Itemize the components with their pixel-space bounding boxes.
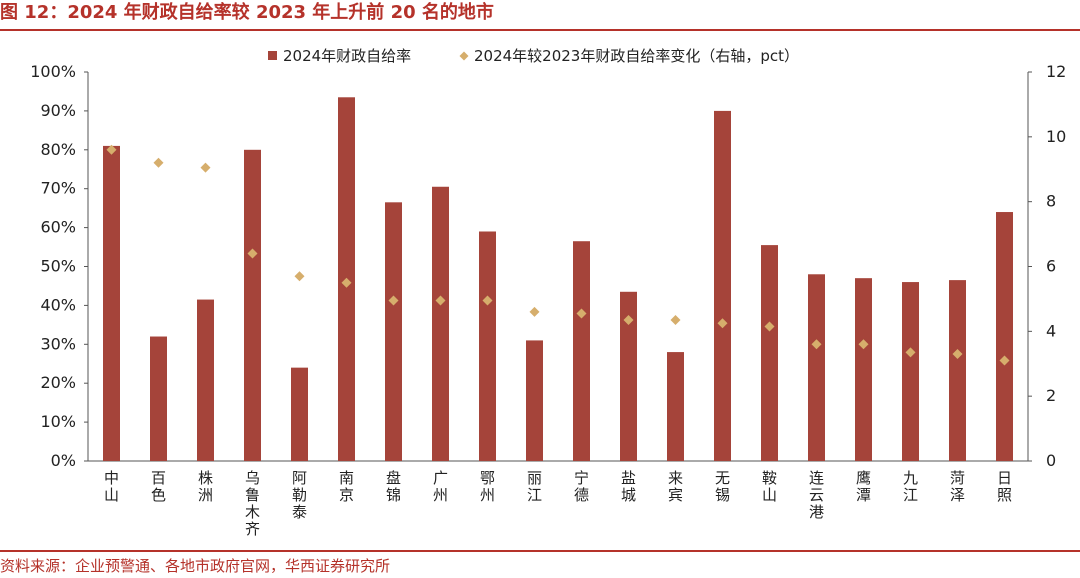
bar — [667, 352, 684, 461]
category-label: 盘锦 — [386, 469, 401, 504]
category-label: 日照 — [997, 469, 1012, 504]
bar — [291, 367, 308, 461]
source-rule — [0, 550, 1080, 552]
change-marker — [106, 144, 117, 155]
left-tick-label: 10% — [40, 412, 76, 431]
right-tick-label: 12 — [1046, 62, 1066, 81]
category-label: 菏泽 — [950, 469, 965, 504]
bar — [526, 340, 543, 461]
bar — [103, 145, 120, 461]
category-label: 南京 — [339, 469, 354, 504]
bar — [949, 280, 966, 461]
bar — [479, 231, 496, 461]
bar — [620, 291, 637, 461]
category-label: 盐城 — [621, 469, 636, 504]
bar — [902, 282, 919, 461]
category-label: 广州 — [433, 469, 448, 504]
right-tick-label: 4 — [1046, 321, 1056, 340]
change-marker — [153, 157, 164, 168]
left-tick-label: 0% — [51, 451, 76, 470]
right-tick-label: 8 — [1046, 192, 1056, 211]
bar — [996, 212, 1013, 461]
figure-title: 图 12：2024 年财政自给率较 2023 年上升前 20 名的地市 — [0, 2, 494, 23]
change-marker — [576, 308, 587, 319]
right-tick-label: 2 — [1046, 386, 1056, 405]
category-label: 来宾 — [668, 469, 683, 504]
legend-marker-swatch — [459, 51, 469, 61]
left-tick-label: 80% — [40, 140, 76, 159]
change-marker — [858, 339, 869, 350]
legend-bar-label: 2024年财政自给率 — [283, 47, 411, 65]
change-marker — [811, 339, 822, 350]
change-marker — [999, 355, 1010, 366]
category-label: 株洲 — [198, 469, 213, 504]
category-label: 连云港 — [809, 469, 824, 521]
right-tick-label: 6 — [1046, 257, 1056, 276]
change-marker — [435, 295, 446, 306]
change-marker — [341, 277, 352, 288]
left-tick-label: 60% — [40, 218, 76, 237]
bar — [385, 202, 402, 461]
category-label: 无锡 — [715, 469, 730, 504]
bar — [573, 241, 590, 461]
change-marker — [247, 248, 258, 259]
legend-bar-swatch — [268, 51, 277, 60]
bar — [855, 278, 872, 461]
change-marker — [717, 318, 728, 329]
category-label: 阿勒泰 — [292, 469, 307, 521]
bar — [150, 336, 167, 461]
bar — [808, 274, 825, 461]
category-label: 丽江 — [527, 469, 542, 504]
right-tick-label: 0 — [1046, 451, 1056, 470]
change-marker — [623, 314, 634, 325]
category-label: 鹰潭 — [856, 469, 871, 504]
left-tick-label: 100% — [30, 62, 76, 81]
bar — [761, 245, 778, 461]
change-marker — [294, 271, 305, 282]
change-marker — [529, 306, 540, 317]
category-label: 百色 — [151, 469, 166, 504]
bar — [197, 299, 214, 461]
change-marker — [482, 295, 493, 306]
category-label: 乌鲁木齐 — [245, 469, 260, 538]
change-marker — [670, 314, 681, 325]
category-label: 中山 — [104, 469, 119, 504]
left-tick-label: 70% — [40, 179, 76, 198]
legend-marker-label: 2024年较2023年财政自给率变化（右轴，pct） — [474, 47, 799, 65]
category-label: 九江 — [903, 469, 918, 504]
bar — [432, 186, 449, 461]
chart: 0% 10% 20% 30% 40% 50% 60% 70% 80% 90% 100% 0 2 4 6 8 10… — [30, 47, 1066, 538]
category-label: 鄂州 — [480, 469, 495, 504]
change-marker — [905, 347, 916, 358]
right-tick-label: 10 — [1046, 127, 1066, 146]
change-marker — [200, 162, 211, 173]
bar — [714, 110, 731, 462]
category-label: 鞍山 — [762, 469, 777, 504]
change-marker — [388, 295, 399, 306]
left-tick-label: 20% — [40, 373, 76, 392]
left-tick-label: 40% — [40, 295, 76, 314]
bar — [244, 149, 261, 462]
source-note: 资料来源：企业预警通、各地市政府官网，华西证券研究所 — [0, 557, 391, 575]
change-marker — [764, 321, 775, 332]
left-tick-label: 30% — [40, 334, 76, 353]
category-label: 宁德 — [574, 469, 589, 504]
left-tick-label: 90% — [40, 101, 76, 120]
title-rule — [0, 29, 1080, 31]
change-marker — [952, 349, 963, 360]
left-tick-label: 50% — [40, 257, 76, 276]
